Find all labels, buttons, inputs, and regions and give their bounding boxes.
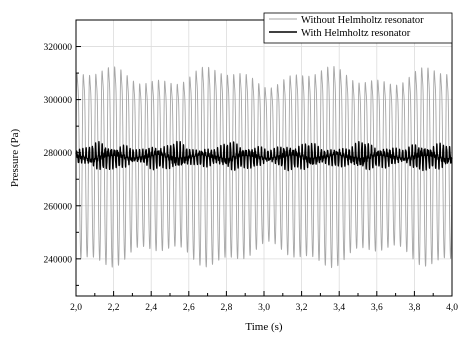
y-tick-label: 260000 bbox=[44, 202, 73, 212]
tick-labels: 2,0 2,2 2,4 2,6 2,8 3,0 3,2 3,4 3,6 3,8 4,0 240000 2… bbox=[44, 43, 459, 313]
legend: Without Helmholtz resonator With Helmhol… bbox=[263, 12, 453, 44]
y-tick-label: 320000 bbox=[44, 43, 73, 53]
x-tick-label: 3,6 bbox=[371, 303, 383, 313]
legend-box bbox=[263, 12, 453, 44]
legend-label-without-resonator: Without Helmholtz resonator bbox=[301, 15, 424, 26]
x-axis-title: Time (s) bbox=[245, 321, 283, 333]
x-tick-label: 2,6 bbox=[183, 303, 195, 313]
x-tick-label: 3,2 bbox=[296, 303, 308, 313]
y-axis-title: Pressure (Pa) bbox=[9, 128, 21, 187]
x-tick-label: 4,0 bbox=[446, 303, 458, 313]
series-line-with-resonator bbox=[75, 140, 453, 172]
axis-ticks bbox=[75, 46, 453, 296]
y-tick-label: 300000 bbox=[44, 96, 73, 106]
x-tick-label: 2,8 bbox=[220, 303, 232, 313]
x-tick-label: 2,4 bbox=[145, 303, 157, 313]
series-line-without-resonator bbox=[75, 65, 453, 269]
x-tick-label: 3,0 bbox=[258, 303, 270, 313]
series-layer bbox=[75, 65, 453, 269]
x-tick-label: 3,4 bbox=[333, 303, 345, 313]
x-tick-label: 2,2 bbox=[108, 303, 120, 313]
x-tick-label: 2,0 bbox=[70, 303, 82, 313]
y-tick-label: 240000 bbox=[44, 255, 73, 265]
legend-label-with-resonator: With Helmholtz resonator bbox=[301, 28, 411, 39]
y-tick-label: 280000 bbox=[44, 149, 73, 159]
x-tick-label: 3,8 bbox=[408, 303, 420, 313]
